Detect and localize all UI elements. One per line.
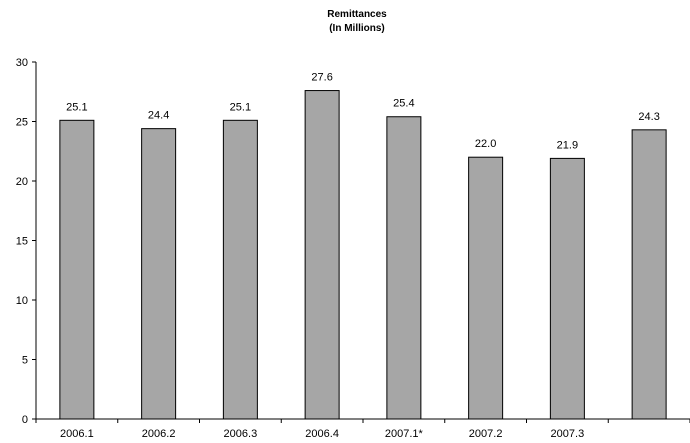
x-category-label: 2007.3: [551, 428, 585, 440]
x-category-label: 2007.2: [469, 428, 503, 440]
bar: [549, 157, 585, 420]
y-axis-ticks: 0 5 10 15 20 25 30: [16, 57, 36, 426]
x-category-label: 2006.2: [142, 428, 176, 440]
y-tick-label: 5: [22, 355, 28, 367]
x-category-label: 2006.3: [224, 428, 258, 440]
chart-subtitle: (In Millions): [329, 23, 385, 34]
data-label: 24.3: [638, 111, 659, 123]
bar: [468, 156, 504, 420]
data-label: 21.9: [557, 139, 578, 151]
x-category-label: 2006.4: [305, 428, 339, 440]
bar: [304, 90, 340, 420]
data-labels-group: 25.1 24.4 25.1 27.6 25.4 22.0 21.9 24.3: [66, 72, 660, 152]
data-label: 27.6: [311, 72, 332, 84]
data-label: 22.0: [475, 138, 496, 150]
y-tick-label: 15: [16, 236, 28, 248]
bars-group: [59, 90, 667, 420]
bar: [386, 116, 422, 420]
x-category-label: 2007.1*: [385, 428, 424, 440]
y-tick-label: 25: [16, 117, 28, 129]
y-tick-label: 30: [16, 57, 28, 69]
bar: [222, 119, 258, 420]
x-axis-ticks: 2006.1 2006.2 2006.3 2006.4 2007.1* 2007.2 200…: [35, 419, 690, 440]
bar: [141, 128, 177, 420]
bar: [631, 129, 667, 420]
data-label: 24.4: [148, 110, 169, 122]
chart-title: Remittances: [327, 9, 387, 20]
data-label: 25.4: [393, 98, 414, 110]
y-tick-label: 10: [16, 295, 28, 307]
bar: [59, 119, 95, 420]
data-label: 25.1: [66, 101, 87, 113]
y-tick-label: 20: [16, 176, 28, 188]
y-tick-label: 0: [22, 414, 28, 426]
data-label: 25.1: [230, 101, 251, 113]
x-category-label: 2006.1: [60, 428, 94, 440]
